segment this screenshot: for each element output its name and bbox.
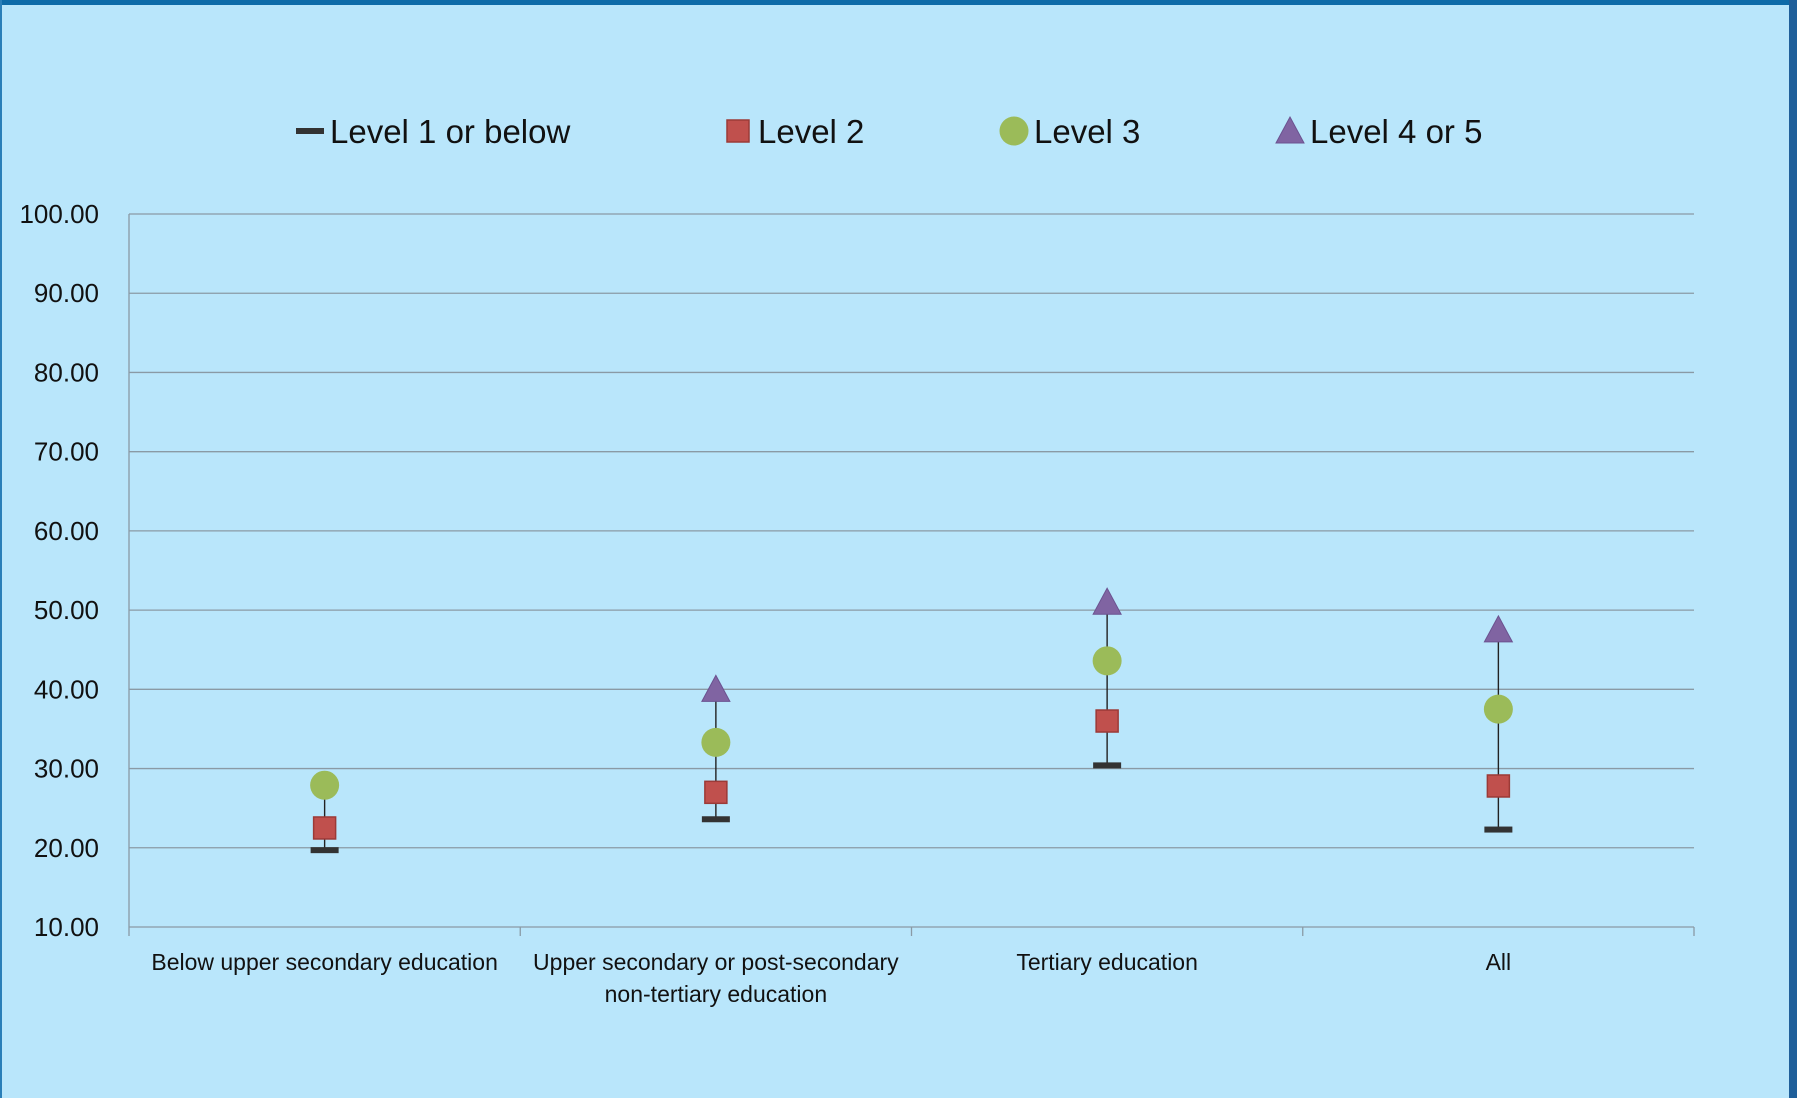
x-axis-categories: Below upper secondary education Upper sec…: [151, 949, 1511, 1007]
legend-label: Level 3: [1034, 113, 1140, 150]
window-top-border: [0, 0, 1797, 5]
legend-marker-level-2: [726, 119, 750, 143]
y-tick-label: 30.00: [34, 754, 99, 784]
x-category-label: Below upper secondary education: [151, 949, 498, 975]
legend: Level 1 or below Level 2 Level 3 Level 4 or…: [296, 113, 1482, 150]
point-level-1-or-below: [701, 816, 730, 823]
range-lines: [323, 602, 1500, 851]
x-category-label: non-tertiary education: [605, 981, 827, 1007]
y-tick-label: 90.00: [34, 278, 99, 308]
window-right-border: [1789, 0, 1797, 1098]
point-level-1-or-below: [1093, 762, 1122, 769]
y-tick-label: 50.00: [34, 595, 99, 625]
x-category-label: Upper secondary or post-secondary: [533, 949, 899, 975]
legend-label: Level 2: [758, 113, 864, 150]
point-level-2: [704, 780, 728, 805]
point-level-4-or-5: [701, 674, 731, 702]
point-level-3: [1092, 646, 1122, 676]
y-tick-label: 70.00: [34, 437, 99, 467]
legend-marker-level-4-or-5: [1275, 115, 1305, 144]
point-level-3: [310, 770, 340, 800]
point-level-1-or-below: [310, 847, 339, 854]
legend-marker-level-1-or-below: [296, 128, 324, 134]
point-level-3: [701, 727, 731, 757]
legend-label: Level 1 or below: [330, 113, 570, 150]
point-level-2: [1486, 774, 1511, 798]
point-level-2: [1095, 709, 1119, 733]
y-tick-label: 10.00: [34, 912, 99, 942]
window-left-border: [0, 0, 2, 1098]
y-tick-label: 60.00: [34, 516, 99, 546]
y-tick-label: 20.00: [34, 833, 99, 863]
x-category-label: Tertiary education: [1016, 949, 1198, 975]
legend-label: Level 4 or 5: [1310, 113, 1482, 150]
axes: [128, 214, 1695, 936]
point-level-2: [312, 816, 337, 840]
point-level-3: [1483, 694, 1513, 724]
gridlines: [129, 213, 1694, 849]
y-axis-ticks: 10.00 20.00 30.00 40.00 50.00 60.00 70.00 80.00…: [19, 199, 99, 942]
legend-marker-level-3: [999, 116, 1029, 146]
y-tick-label: 100.00: [19, 199, 99, 229]
point-level-4-or-5: [1483, 614, 1514, 643]
data-marks: [310, 587, 1514, 854]
y-tick-label: 80.00: [34, 357, 99, 387]
point-level-4-or-5: [1092, 587, 1122, 615]
x-category-label: All: [1486, 949, 1512, 975]
point-level-1-or-below: [1484, 826, 1513, 833]
y-tick-label: 40.00: [34, 674, 99, 704]
